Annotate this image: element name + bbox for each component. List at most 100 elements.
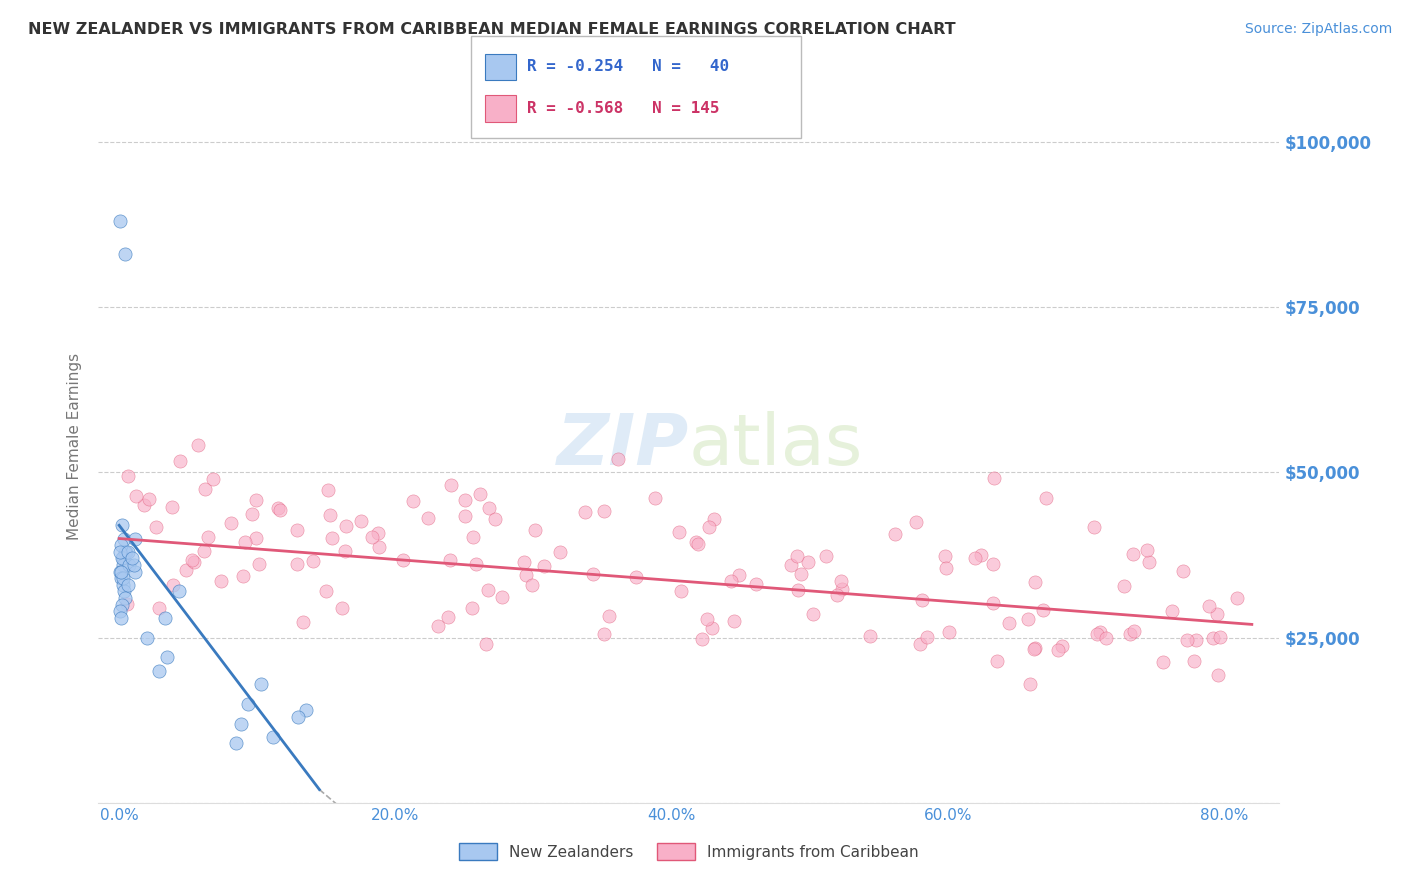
Point — [463, 530, 485, 544]
Point — [121, 551, 143, 566]
Point — [1085, 626, 1108, 640]
Point — [668, 524, 690, 539]
Point — [321, 531, 343, 545]
Point — [1083, 520, 1105, 534]
Point — [574, 505, 596, 519]
Point — [513, 556, 536, 570]
Point — [669, 583, 692, 598]
Point — [477, 583, 499, 598]
Point — [194, 482, 217, 496]
Point — [910, 592, 932, 607]
Point — [285, 523, 308, 537]
Point — [233, 535, 256, 549]
Point — [183, 555, 205, 569]
Point — [111, 598, 134, 612]
Point — [465, 558, 488, 572]
Point — [416, 511, 439, 525]
Point — [437, 609, 460, 624]
Point — [187, 438, 209, 452]
Point — [1017, 611, 1039, 625]
Point — [981, 596, 1004, 610]
Point — [156, 650, 179, 665]
Point — [138, 491, 160, 506]
Text: ZIP: ZIP — [557, 411, 689, 481]
Point — [859, 629, 882, 643]
Point — [470, 486, 492, 500]
Point — [148, 664, 170, 678]
Point — [209, 574, 232, 588]
Point — [108, 604, 131, 618]
Point — [917, 630, 939, 644]
Point — [685, 535, 707, 549]
Point — [700, 621, 723, 635]
Point — [970, 548, 993, 562]
Point — [1137, 555, 1160, 569]
Point — [114, 591, 136, 605]
Point — [986, 654, 1008, 668]
Point — [111, 551, 134, 566]
Point — [1209, 630, 1232, 644]
Point — [111, 558, 134, 572]
Point — [115, 545, 138, 559]
Point — [1206, 607, 1229, 621]
Point — [524, 523, 547, 537]
Point — [938, 624, 960, 639]
Point — [1122, 547, 1144, 561]
Point — [548, 545, 571, 559]
Point — [598, 609, 620, 624]
Point — [831, 582, 853, 596]
Point — [108, 545, 131, 559]
Point — [201, 472, 224, 486]
Point — [1226, 591, 1249, 606]
Point — [1152, 655, 1174, 669]
Point — [302, 554, 325, 568]
Text: R = -0.568   N = 145: R = -0.568 N = 145 — [527, 102, 720, 116]
Point — [520, 578, 543, 592]
Point — [367, 525, 389, 540]
Point — [229, 716, 252, 731]
Point — [350, 514, 373, 528]
Point — [193, 544, 215, 558]
Point — [786, 582, 808, 597]
Point — [981, 558, 1004, 572]
Point — [247, 557, 270, 571]
Point — [789, 567, 811, 582]
Text: atlas: atlas — [689, 411, 863, 481]
Point — [240, 508, 263, 522]
Point — [1123, 624, 1146, 638]
Point — [115, 597, 138, 611]
Point — [1136, 543, 1159, 558]
Point — [1035, 491, 1057, 506]
Point — [965, 550, 987, 565]
Point — [427, 619, 450, 633]
Point — [779, 558, 801, 572]
Point — [148, 601, 170, 615]
Point — [690, 632, 713, 647]
Point — [1024, 640, 1046, 655]
Point — [108, 565, 131, 579]
Point — [461, 601, 484, 615]
Point — [1119, 627, 1142, 641]
Point — [1047, 643, 1070, 657]
Point — [232, 569, 254, 583]
Point — [491, 590, 513, 604]
Point — [136, 631, 159, 645]
Point — [983, 471, 1005, 485]
Point — [110, 538, 132, 552]
Point — [830, 574, 852, 589]
Point — [1182, 654, 1205, 668]
Point — [124, 565, 146, 579]
Point — [245, 493, 267, 508]
Point — [391, 552, 413, 566]
Point — [720, 574, 742, 589]
Point — [688, 537, 710, 551]
Point — [114, 545, 136, 559]
Point — [454, 492, 477, 507]
Point — [1024, 575, 1046, 590]
Point — [125, 489, 148, 503]
Point — [1173, 564, 1195, 578]
Point — [169, 454, 191, 468]
Point — [801, 607, 824, 621]
Point — [904, 515, 927, 529]
Point — [225, 736, 247, 750]
